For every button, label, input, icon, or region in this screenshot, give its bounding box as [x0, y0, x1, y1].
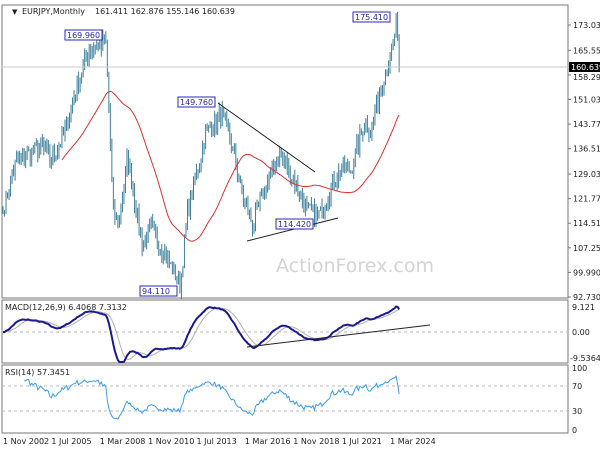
x-tick-label: 1 Jul 2013: [197, 437, 237, 446]
moving-average-line: [61, 90, 400, 242]
time-axis: 1 Nov 2002 1 Jul 2005 1 Mar 2008 1 Nov 2010…: [3, 437, 436, 446]
price-label: 94.110: [142, 287, 170, 296]
y-tick-label: 114.510: [573, 219, 600, 228]
symbol-label: EURJPY,Monthly: [22, 7, 85, 16]
rsi-panel-frame: [1, 364, 569, 434]
price-label: 175.410: [355, 13, 388, 22]
rsi-line: [24, 375, 400, 420]
price-label-box: [64, 29, 103, 41]
x-tick-label: 1 Nov 2018: [293, 437, 339, 446]
x-tick-label: 1 Jul 2005: [51, 437, 91, 446]
macd-trendline: [246, 324, 431, 348]
rsi-tick: 100: [572, 364, 587, 373]
rsi-tick: 30: [572, 407, 582, 416]
x-tick-label: 1 Mar 2008: [100, 437, 146, 446]
macd-line: [2, 305, 401, 363]
y-tick-label: 143.770: [573, 120, 600, 129]
price-label-box: [177, 96, 216, 108]
macd-tick: 0.00: [572, 328, 590, 337]
price-label-box: [275, 218, 314, 230]
y-tick-label: 107.250: [573, 244, 600, 253]
price-label: 149.760: [180, 98, 213, 107]
x-tick-label: 1 Nov 2010: [148, 437, 194, 446]
current-price-badge: [569, 62, 600, 72]
triangle-upper-trendline: [217, 102, 316, 173]
macd-tick: 9.121: [572, 303, 595, 312]
y-tick-label: 121.770: [573, 195, 600, 204]
x-tick-label: 1 Mar 2024: [390, 437, 436, 446]
collapse-arrow-icon[interactable]: ▼: [12, 8, 18, 16]
x-tick-label: 1 Jul 2021: [342, 437, 382, 446]
price-label-box: [352, 11, 391, 23]
x-tick-label: 1 Nov 2002: [3, 437, 49, 446]
y-tick-label: 173.030: [573, 21, 600, 30]
y-tick-label: 99.990: [573, 268, 600, 277]
y-tick-label: 136.510: [573, 145, 600, 154]
price-label-box: [139, 285, 178, 297]
price-label: 169.960: [67, 31, 100, 40]
price-bars: [2, 11, 400, 300]
rsi-title: RSI(14) 57.3451: [5, 368, 70, 377]
x-tick-label: 1 Mar 2016: [245, 437, 291, 446]
rsi-tick: 70: [572, 382, 582, 391]
current-price-label: 160.639: [571, 63, 600, 72]
y-tick-label: 129.030: [573, 170, 600, 179]
rsi-tick: 0: [572, 426, 577, 435]
y-tick-label: 165.550: [573, 46, 600, 55]
price-label: 114.420: [278, 220, 311, 229]
ohlc-readout: 161.411 162.876 155.146 160.639: [95, 7, 235, 16]
macd-tick: -9.5364: [570, 354, 600, 363]
y-tick-label: 92.730: [573, 293, 600, 302]
watermark: ActionForex.com: [276, 255, 434, 277]
y-tick-label: 151.030: [573, 96, 600, 105]
macd-title: MACD(12,26,9) 6.4068 7.3132: [5, 303, 127, 312]
y-tick-label: 158.290: [573, 73, 600, 82]
price-axis: 173.030 165.550 158.290 151.030 143.770 136.5…: [568, 21, 600, 302]
main-panel-frame: [1, 4, 569, 299]
price-annotations: 169.960 175.410 149.760 114.420 94.110: [64, 11, 391, 297]
